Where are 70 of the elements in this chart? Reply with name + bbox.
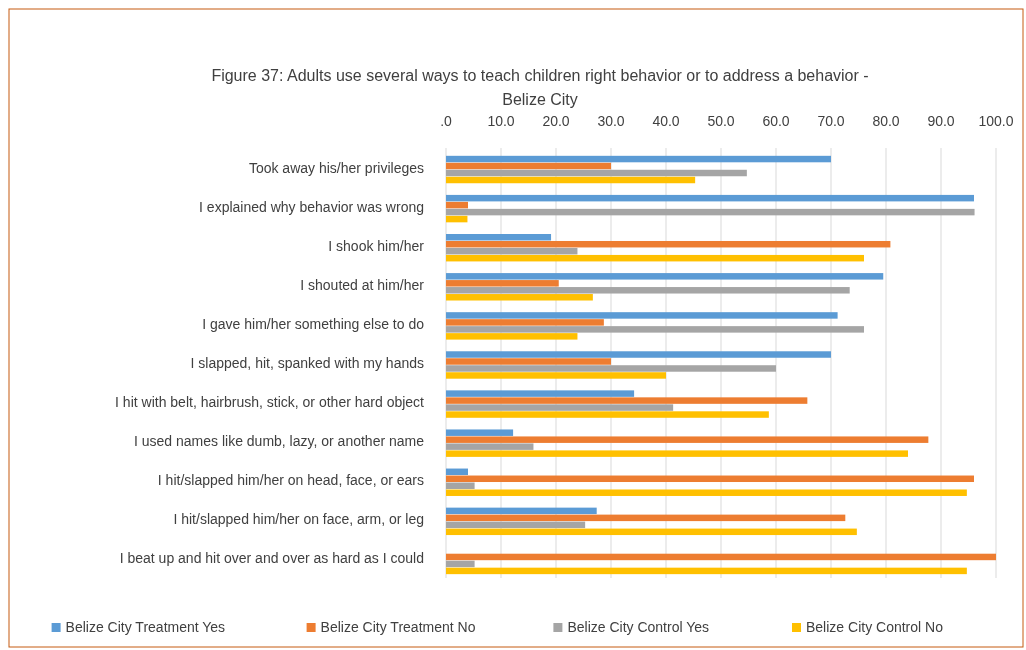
y-tick-label: I slapped, hit, spanked with my hands <box>190 355 424 371</box>
bar <box>446 155 831 163</box>
legend-label: Belize City Control No <box>806 619 944 635</box>
bar <box>446 351 831 358</box>
bar <box>446 429 514 436</box>
bar <box>446 468 468 476</box>
x-tick-label: 30.0 <box>597 113 625 129</box>
bar <box>446 247 578 255</box>
bar <box>446 528 857 536</box>
bar <box>446 521 586 529</box>
y-tick-label: I hit/slapped him/her on head, face, or ears <box>157 472 424 489</box>
x-tick-label: 90.0 <box>927 113 955 129</box>
x-tick-label: 20.0 <box>542 113 570 129</box>
x-tick-label: 10.0 <box>487 113 515 129</box>
bar <box>446 162 611 170</box>
bar <box>446 201 468 209</box>
bar <box>446 567 967 575</box>
x-tick-label: 70.0 <box>817 113 845 129</box>
bar <box>446 319 604 326</box>
y-tick-label: I explained why behavior was wrong <box>199 198 424 215</box>
bar <box>446 176 696 184</box>
bar <box>446 397 808 404</box>
bar <box>446 326 864 333</box>
bar <box>446 411 769 418</box>
bar <box>446 365 776 372</box>
bar <box>446 358 611 365</box>
bar <box>446 280 559 287</box>
x-tick-label: 80.0 <box>872 113 900 129</box>
bar <box>446 169 747 177</box>
bar <box>446 507 597 515</box>
bar <box>446 294 593 301</box>
y-tick-label: Took away his/her privileges <box>248 159 424 176</box>
bar <box>446 194 974 202</box>
y-tick-label: I used names like dumb, lazy, or another name <box>133 433 425 450</box>
bar <box>446 208 975 216</box>
legend-label: Belize City Control Yes <box>567 619 710 635</box>
x-tick-label: .0 <box>440 113 453 129</box>
y-tick-label: I beat up and hit over and over as hard as I could <box>119 550 424 567</box>
bar <box>446 234 552 241</box>
chart-title: Figure 37: Adults use several ways to teach children right behavior or to address a behavior - Belize City <box>211 67 869 108</box>
bar <box>446 273 884 280</box>
y-tick-label: I shook him/her <box>328 237 425 254</box>
y-tick-label: I hit with belt, hairbrush, stick, or other hard object <box>115 394 425 411</box>
bar <box>446 443 534 450</box>
bar <box>446 312 838 319</box>
bar <box>446 287 850 294</box>
y-tick-label: I shouted at him/her <box>300 276 425 293</box>
bar <box>446 372 666 379</box>
bar <box>446 450 908 457</box>
y-tick-label: I gave him/her something else to do <box>202 315 425 332</box>
bar <box>446 553 996 561</box>
bar <box>446 333 578 340</box>
bar <box>446 240 891 248</box>
x-tick-label: 50.0 <box>707 113 735 129</box>
x-tick-label: 100.0 <box>978 113 1014 129</box>
bar <box>446 560 475 568</box>
legend-label: Belize City Treatment No <box>320 619 476 635</box>
bar <box>446 436 929 443</box>
bar <box>446 254 864 262</box>
bar <box>446 475 974 483</box>
bar <box>446 215 468 223</box>
y-tick-label: I hit/slapped him/her on face, arm, or leg <box>173 511 424 528</box>
x-tick-label: 40.0 <box>652 113 680 129</box>
x-tick-label: 60.0 <box>762 113 790 129</box>
legend-label: Belize City Treatment Yes <box>65 619 226 635</box>
bar <box>446 514 846 522</box>
bar <box>446 404 674 411</box>
bar <box>446 390 635 397</box>
bar <box>446 489 967 496</box>
bar <box>446 482 475 489</box>
